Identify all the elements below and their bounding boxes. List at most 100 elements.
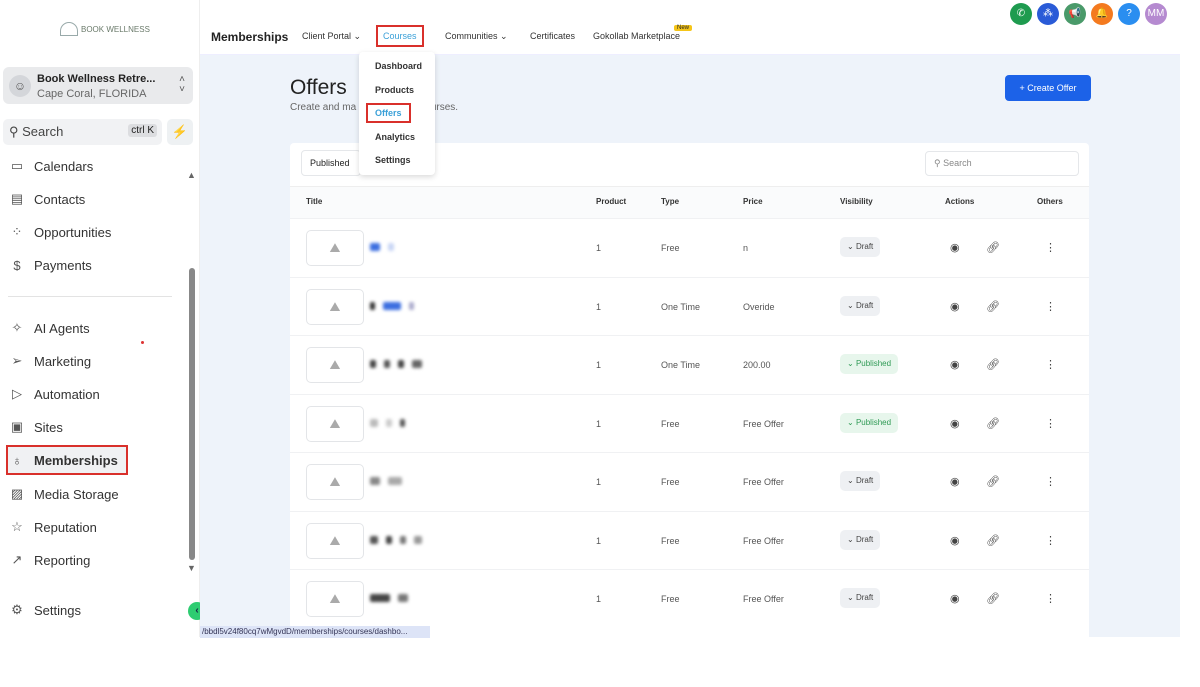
cell-price: Free Offer [743,418,784,429]
offer-title-redacted[interactable] [398,360,404,368]
phone-icon[interactable]: ✆ [1010,3,1032,25]
create-offer-button[interactable]: + Create Offer [1005,75,1091,101]
visibility-dropdown[interactable]: ⌄ Published [840,354,899,374]
dropdown-item-analytics[interactable]: Analytics [375,131,416,142]
sidebar-item-reputation[interactable]: ☆ Reputation [8,516,97,538]
link-icon[interactable]: 🔗︎ [986,476,1000,488]
sidebar-item-media-storage[interactable]: ▨ Media Storage [8,483,119,505]
sidebar-item-memberships[interactable]: ♁ Memberships [6,445,128,475]
eye-icon[interactable]: ◉ [950,300,960,313]
sidebar-item-automation[interactable]: ▷ Automation [8,383,100,405]
link-icon[interactable]: 🔗︎ [986,242,1000,254]
offer-title-redacted[interactable] [370,418,378,427]
visibility-dropdown[interactable]: ⌄ Draft [840,237,881,257]
offer-title-redacted[interactable] [388,243,394,251]
table-row[interactable]: ⛰ 1 Free Free Offer ⌄ Published ◉ 🔗︎ ⋮ [290,393,1089,452]
megaphone-icon[interactable]: 📢 [1064,3,1086,25]
eye-icon[interactable]: ◉ [950,476,960,488]
nav-marketplace[interactable]: Gokollab Marketplace [593,31,680,41]
offer-title-redacted[interactable] [370,477,380,485]
link-icon[interactable]: 🔗︎ [986,417,1000,430]
offer-title-redacted[interactable] [386,418,392,427]
offer-title-redacted[interactable] [398,594,408,602]
more-vertical-icon[interactable]: ⋮ [1045,242,1056,254]
nav-label: Client Portal [302,31,352,41]
offer-title-redacted[interactable] [370,360,376,368]
more-vertical-icon[interactable]: ⋮ [1045,359,1056,371]
table-row[interactable]: ⛰ 1 Free Free Offer ⌄ Draft ◉ 🔗︎ ⋮ [290,452,1089,510]
visibility-dropdown[interactable]: ⌄ Draft [840,471,881,491]
offer-title-redacted[interactable] [386,535,392,544]
offer-title-redacted[interactable] [370,594,390,602]
eye-icon[interactable]: ◉ [950,417,960,430]
visibility-dropdown[interactable]: ⌄ Draft [840,295,881,316]
sidebar-item-marketing[interactable]: ➢ Marketing [8,350,92,372]
scroll-down-icon[interactable]: ▼ [187,563,196,573]
location-switcher[interactable]: ☺ Book Wellness Retre... Cape Coral, FLO… [3,67,193,104]
sidebar-search[interactable]: ⚲ Search ctrl K [3,119,162,145]
offer-title-redacted[interactable] [370,301,375,310]
offer-title-redacted[interactable] [414,535,422,544]
eye-icon[interactable]: ◉ [950,242,960,254]
gear-icon: ⚙ [11,602,23,617]
bell-icon[interactable]: 🔔 [1091,3,1113,25]
help-icon[interactable]: ? [1118,3,1140,25]
sidebar-item-opportunities[interactable]: ⁘ Opportunities [8,221,112,243]
visibility-dropdown[interactable]: ⌄ Published [840,412,899,433]
eye-icon[interactable]: ◉ [950,534,960,547]
visibility-label: Draft [855,300,874,310]
visibility-dropdown[interactable]: ⌄ Draft [840,588,881,608]
more-vertical-icon[interactable]: ⋮ [1045,476,1056,488]
link-icon[interactable]: 🔗︎ [986,359,1000,371]
eye-icon[interactable]: ◉ [950,593,960,605]
offer-title-redacted[interactable] [370,535,378,544]
sidebar-item-sites[interactable]: ▣ Sites [8,416,63,438]
column-header: Price [743,197,763,206]
avatar[interactable]: MM [1145,3,1167,25]
offer-title-redacted[interactable] [400,418,405,427]
dropdown-item-products[interactable]: Products [375,84,415,95]
dropdown-item-offers[interactable]: Offers [366,103,411,123]
visibility-label: Published [855,359,892,368]
table-row[interactable]: ⛰ 1 Free Free Offer ⌄ Draft ◉ 🔗︎ ⋮ [290,510,1089,569]
nav-courses[interactable]: Courses [376,25,424,47]
nav-communities[interactable]: Communities ⌄ [445,31,508,41]
sidebar-item-settings[interactable]: ⚙ Settings [8,599,81,621]
offer-title-redacted[interactable] [388,477,402,485]
sidebar-item-reporting[interactable]: ↗ Reporting [8,549,91,571]
eye-icon[interactable]: ◉ [950,359,960,371]
offer-title-redacted[interactable] [409,301,414,310]
sidebar-item-payments[interactable]: $ Payments [8,254,91,276]
table-row[interactable]: ⛰ 1 Free n ⌄ Draft ◉ 🔗︎ ⋮ [290,218,1089,276]
offer-title-redacted[interactable] [412,360,422,368]
table-row[interactable]: ⛰ 1 One Time 200.00 ⌄ Published ◉ 🔗︎ ⋮ [290,335,1089,393]
offer-title-redacted[interactable] [383,301,401,310]
table-row[interactable]: ⛰ 1 One Time Overide ⌄ Draft ◉ 🔗︎ ⋮ [290,276,1089,335]
link-icon[interactable]: 🔗︎ [986,300,1000,313]
link-icon[interactable]: 🔗︎ [986,534,1000,547]
table-row[interactable]: ⛰ 1 Free Free Offer ⌄ Draft ◉ 🔗︎ ⋮ [290,569,1089,627]
search-input[interactable]: ⚲ Search [925,151,1079,176]
sidebar-scrollbar[interactable] [189,268,195,560]
visibility-dropdown[interactable]: ⌄ Draft [840,529,881,550]
more-vertical-icon[interactable]: ⋮ [1045,593,1056,605]
dropdown-item-dashboard[interactable]: Dashboard [375,61,423,71]
apps-icon[interactable]: ⁂ [1037,3,1059,25]
nav-client-portal[interactable]: Client Portal ⌄ [302,31,362,41]
sidebar-item-ai-agents[interactable]: ✧ AI Agents [8,317,90,339]
quick-action-bolt-icon[interactable]: ⚡ [167,119,193,145]
offer-title-redacted[interactable] [370,243,380,251]
offer-title-redacted[interactable] [400,535,406,544]
sidebar-item-calendars[interactable]: ▭ Calendars [8,155,93,177]
more-vertical-icon[interactable]: ⋮ [1045,534,1056,547]
cell-price: 200.00 [743,360,771,370]
offer-title-redacted[interactable] [384,360,390,368]
more-vertical-icon[interactable]: ⋮ [1045,300,1056,313]
scroll-up-icon[interactable]: ▲ [187,170,196,180]
tab-published[interactable]: Published [301,150,361,176]
more-vertical-icon[interactable]: ⋮ [1045,417,1056,430]
sidebar-item-contacts[interactable]: ▤ Contacts [8,188,85,210]
dropdown-item-settings[interactable]: Settings [375,155,411,165]
link-icon[interactable]: 🔗︎ [986,593,1000,605]
nav-certificates[interactable]: Certificates [530,31,575,41]
